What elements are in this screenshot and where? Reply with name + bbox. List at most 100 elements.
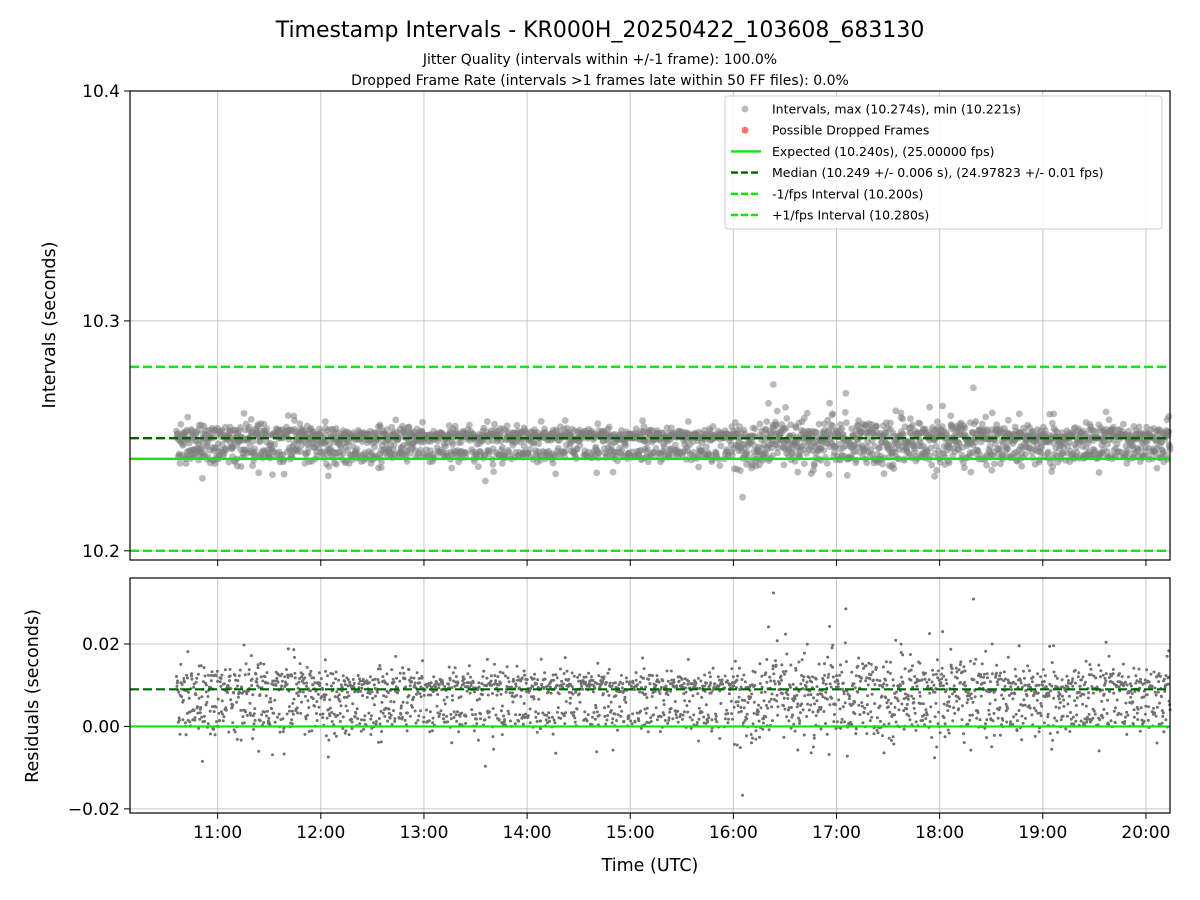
interval-point (1018, 462, 1026, 470)
interval-point (225, 458, 233, 466)
residual-point (630, 722, 634, 726)
residual-point (631, 712, 635, 716)
residual-point (381, 711, 385, 715)
interval-point (939, 402, 946, 410)
residual-point (377, 681, 381, 684)
residual-point (638, 680, 642, 684)
residual-point (528, 721, 532, 725)
residual-point (833, 713, 836, 716)
residual-point (715, 720, 719, 724)
residual-point (780, 663, 784, 667)
interval-point (717, 442, 725, 450)
residual-point (216, 697, 220, 701)
residual-point (180, 695, 184, 699)
residual-point (270, 707, 274, 711)
interval-point (909, 421, 916, 429)
residual-point (616, 728, 619, 732)
residual-point (420, 676, 424, 680)
residual-point (845, 754, 849, 758)
interval-point (970, 384, 977, 392)
residual-point (869, 710, 873, 714)
residual-point (193, 718, 197, 722)
residual-point (237, 674, 241, 678)
interval-point (667, 424, 675, 432)
residual-point (801, 678, 805, 682)
residual-point (272, 711, 276, 715)
residual-point (700, 710, 704, 714)
residual-point (563, 722, 567, 726)
residual-point (918, 661, 922, 665)
residual-point (360, 686, 364, 690)
residual-point (235, 700, 239, 704)
residual-point (862, 711, 866, 714)
residual-point (603, 714, 607, 718)
residuals-plot-area (130, 578, 1170, 813)
residual-point (535, 720, 539, 723)
residual-point (548, 719, 551, 723)
residual-point (971, 597, 975, 601)
residual-point (805, 642, 809, 646)
residual-point (957, 668, 961, 672)
residual-point (784, 632, 787, 636)
residual-point (739, 709, 743, 713)
residual-point (572, 710, 576, 714)
interval-point (255, 469, 263, 477)
interval-point (794, 468, 802, 476)
subtitle-dropped: Dropped Frame Rate (intervals >1 frames … (351, 73, 849, 89)
residual-point (407, 668, 411, 671)
residual-point (985, 718, 989, 722)
residual-point (377, 740, 380, 744)
residual-point (867, 661, 871, 665)
residual-point (702, 715, 706, 719)
residual-point (751, 736, 754, 740)
residual-point (535, 682, 539, 686)
residual-point (361, 694, 364, 698)
residual-point (853, 712, 857, 716)
residual-point (797, 660, 801, 664)
residual-point (213, 733, 217, 737)
residual-point (948, 705, 952, 708)
residual-point (429, 681, 433, 685)
residual-point (834, 727, 838, 731)
residual-point (252, 712, 256, 716)
residual-point (358, 722, 362, 726)
residual-point (757, 719, 761, 723)
residual-point (625, 680, 629, 684)
residual-point (318, 713, 322, 716)
interval-point (967, 468, 975, 476)
residual-point (891, 735, 895, 739)
residual-point (923, 671, 927, 675)
residual-point (477, 681, 481, 685)
residual-point (663, 719, 667, 722)
residual-point (341, 674, 345, 678)
residual-point (601, 679, 605, 683)
residual-point (303, 676, 307, 680)
residual-point (513, 722, 517, 726)
residual-point (467, 664, 471, 668)
residual-point (503, 718, 507, 722)
residual-point (791, 713, 795, 717)
residual-point (293, 655, 296, 659)
residual-point (677, 679, 681, 683)
residual-point (591, 690, 595, 694)
residual-point (401, 666, 405, 670)
residual-point (1053, 716, 1057, 720)
residual-point (731, 717, 734, 721)
interval-point (972, 418, 980, 425)
residual-point (811, 745, 815, 749)
residual-point (644, 692, 648, 696)
residual-point (959, 660, 963, 664)
residual-point (866, 712, 870, 716)
residual-point (285, 668, 288, 671)
residual-point (217, 711, 221, 715)
residual-point (878, 679, 882, 683)
residual-point (908, 653, 912, 656)
residual-point (429, 693, 433, 697)
interval-point (933, 466, 941, 474)
residual-point (199, 664, 203, 668)
residual-point (318, 682, 322, 685)
residual-point (200, 695, 204, 699)
residual-point (921, 719, 925, 722)
interval-point (751, 425, 759, 432)
interval-point (829, 410, 837, 417)
